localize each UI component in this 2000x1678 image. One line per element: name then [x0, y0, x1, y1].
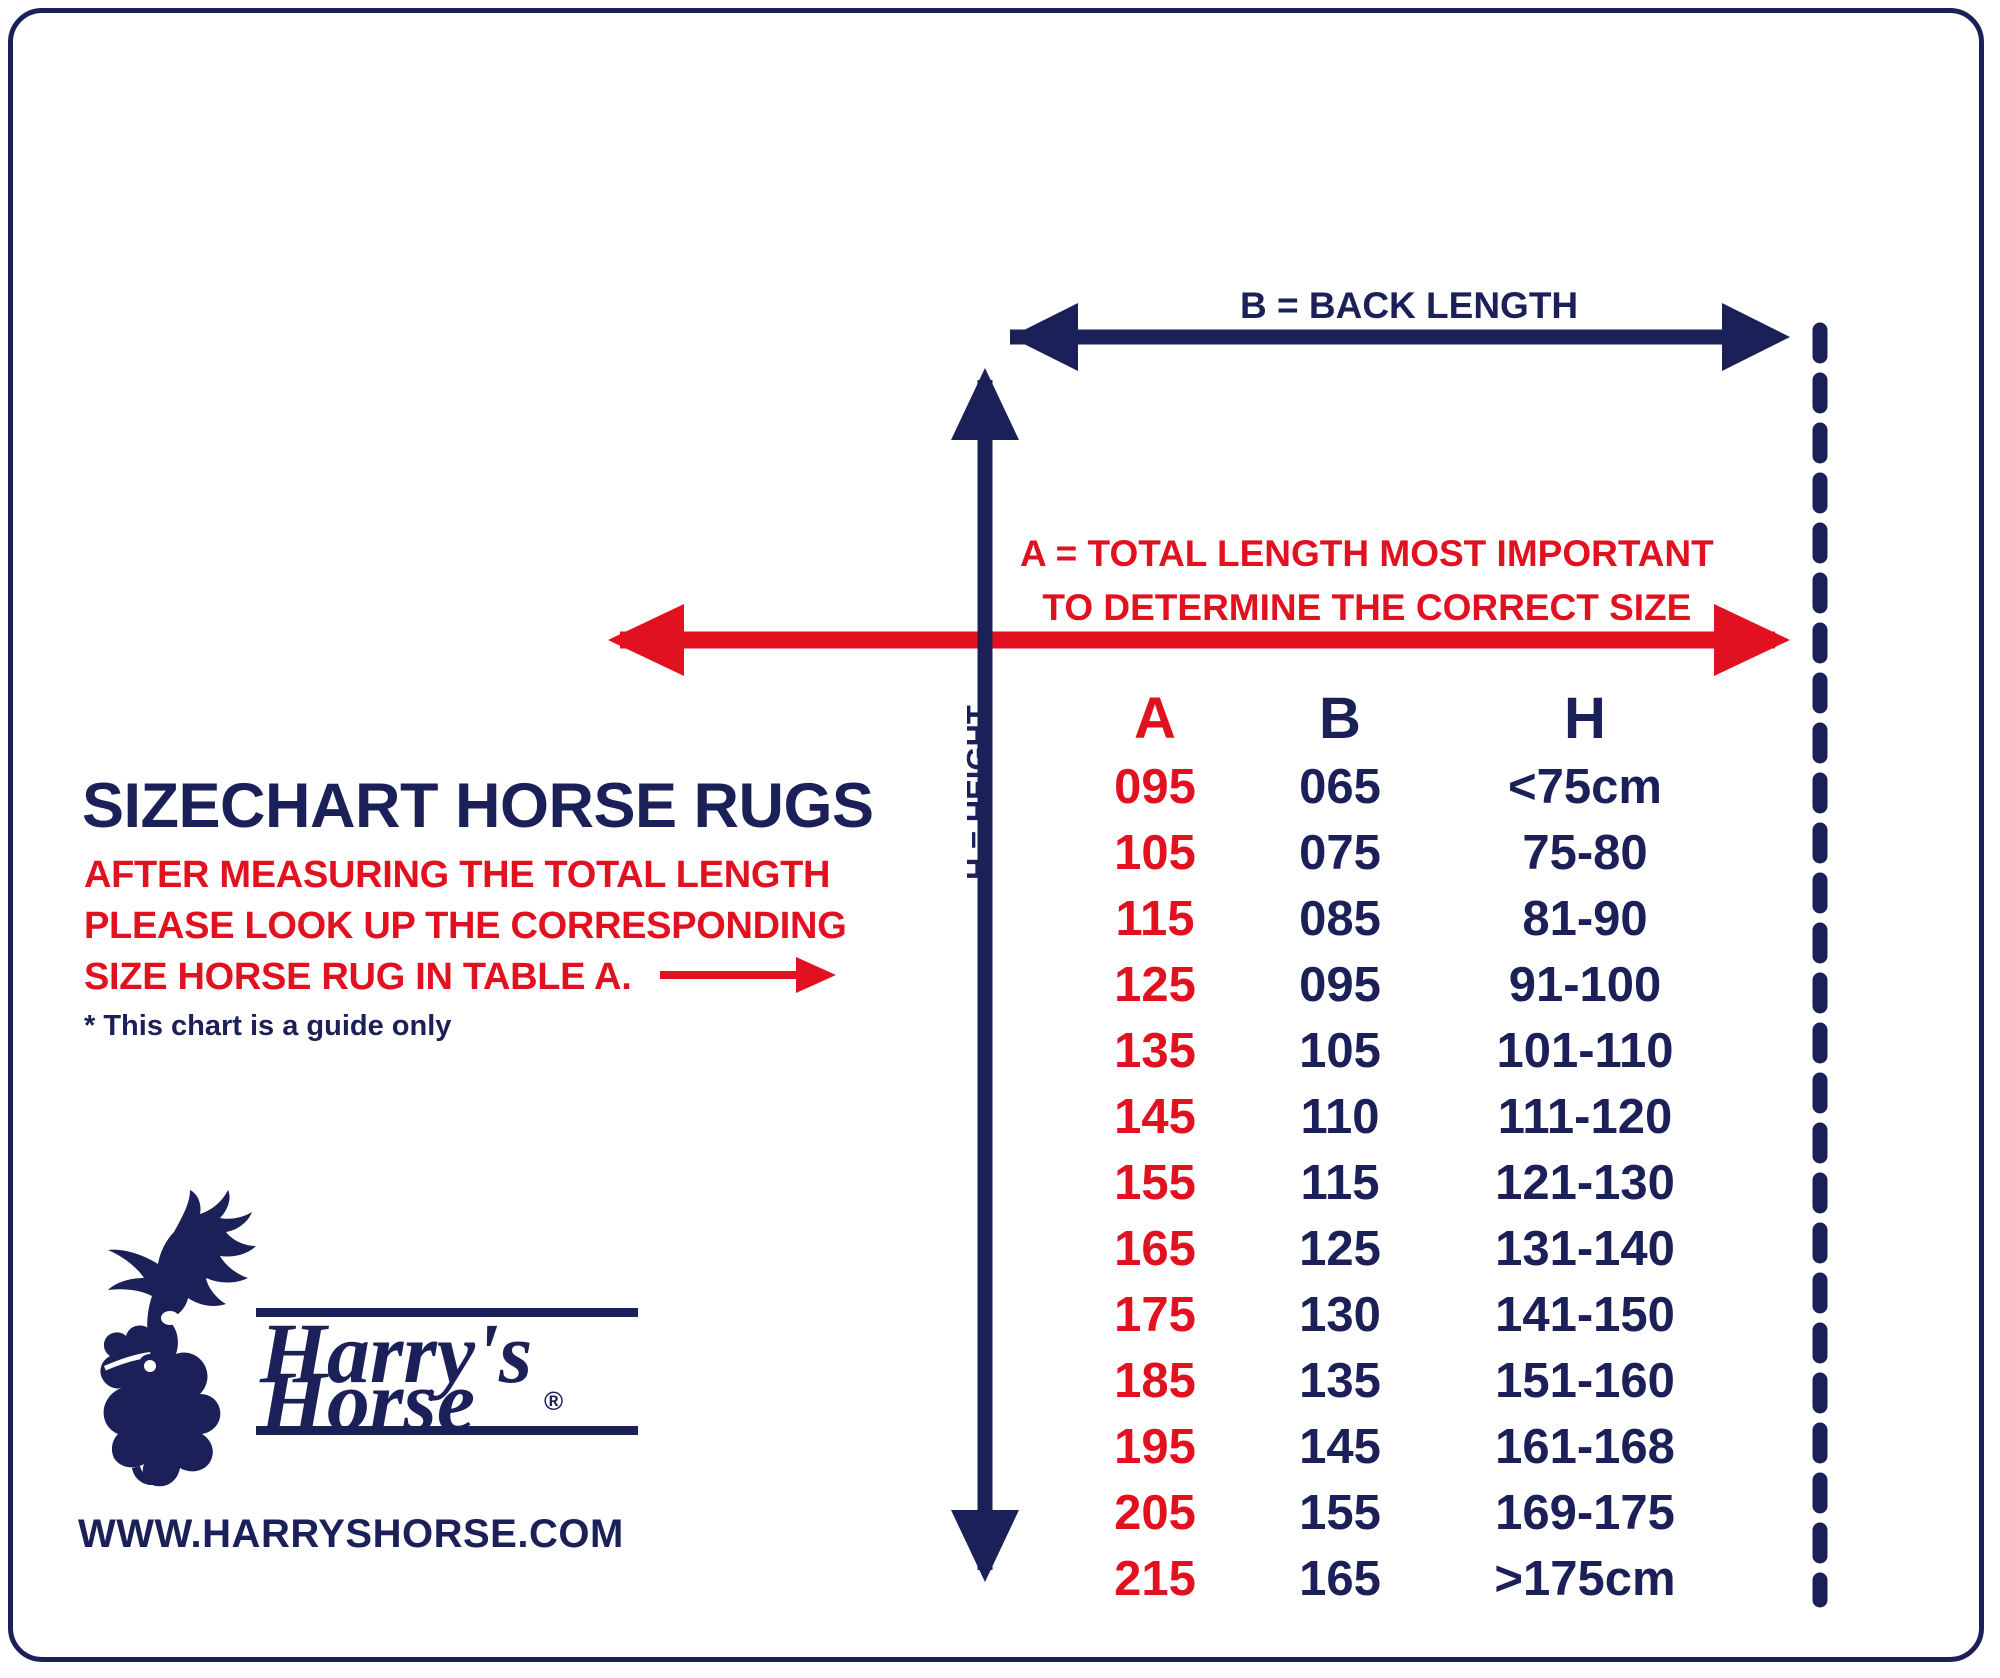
cell-h: 169-175 — [1495, 1486, 1675, 1540]
cell-a: 165 — [1114, 1222, 1196, 1276]
page-title: SIZECHART HORSE RUGS — [82, 771, 874, 841]
harrys-horse-logo: Harry's Horse ® — [100, 1190, 638, 1487]
cell-a: 155 — [1114, 1156, 1196, 1210]
cell-h: 91-100 — [1508, 958, 1662, 1012]
cell-b: 125 — [1299, 1222, 1381, 1276]
table-row: 135 105 101-110 — [1060, 1023, 1740, 1089]
height-label: H = HEIGHT — [960, 705, 995, 880]
table-row: 195 145 161-168 — [1060, 1419, 1740, 1485]
back-length-label: B = BACK LENGTH — [1240, 285, 1579, 326]
cell-b: 145 — [1299, 1420, 1381, 1474]
table-row: 145 110 111-120 — [1060, 1089, 1740, 1155]
column-header-h: H — [1564, 686, 1606, 751]
cell-b: 095 — [1299, 958, 1381, 1012]
cell-h: <75cm — [1508, 760, 1662, 814]
table-row: 105 075 75-80 — [1060, 825, 1740, 891]
instruction-line-1: AFTER MEASURING THE TOTAL LENGTH — [84, 854, 831, 896]
column-header-b: B — [1319, 686, 1361, 751]
cell-b: 155 — [1299, 1486, 1381, 1540]
cell-b: 115 — [1300, 1156, 1380, 1210]
table-row: 185 135 151-160 — [1060, 1353, 1740, 1419]
cell-b: 135 — [1299, 1354, 1381, 1408]
cell-h: 75-80 — [1522, 826, 1648, 880]
cell-b: 075 — [1299, 826, 1381, 880]
cell-h: 131-140 — [1495, 1222, 1675, 1276]
table-row: 095 065 <75cm — [1060, 759, 1740, 825]
website-url: WWW.HARRYSHORSE.COM — [78, 1512, 624, 1556]
cell-b: 105 — [1299, 1024, 1381, 1078]
size-table: A B H 095 065 <75cm 105 075 75-80 115 08… — [1060, 685, 1740, 1617]
table-row: 205 155 169-175 — [1060, 1485, 1740, 1551]
cell-h: 161-168 — [1495, 1420, 1675, 1474]
cell-a: 205 — [1114, 1486, 1196, 1540]
cell-h: 81-90 — [1522, 892, 1648, 946]
cell-a: 115 — [1115, 892, 1195, 946]
cell-a: 135 — [1114, 1024, 1196, 1078]
cell-a: 215 — [1114, 1552, 1196, 1606]
cell-b: 085 — [1299, 892, 1381, 946]
poster-border — [8, 8, 1984, 1662]
cell-a: 145 — [1114, 1090, 1196, 1144]
cell-a: 095 — [1114, 760, 1196, 814]
cell-a: 195 — [1114, 1420, 1196, 1474]
table-row: 125 095 91-100 — [1060, 957, 1740, 1023]
instruction-line-2: PLEASE LOOK UP THE CORRESPONDING — [84, 905, 847, 947]
total-length-label: A = TOTAL LENGTH MOST IMPORTANT TO DETER… — [1020, 527, 1714, 635]
column-header-a: A — [1134, 686, 1176, 751]
table-row: 155 115 121-130 — [1060, 1155, 1740, 1221]
cell-h: 111-120 — [1497, 1090, 1673, 1144]
cell-h: 151-160 — [1495, 1354, 1675, 1408]
guide-only-note: * This chart is a guide only — [84, 1010, 452, 1042]
cell-a: 185 — [1114, 1354, 1196, 1408]
cell-b: 130 — [1299, 1288, 1381, 1342]
instruction-line-3: SIZE HORSE RUG IN TABLE A. — [84, 956, 632, 998]
registered-trademark-icon: ® — [544, 1386, 563, 1416]
instructions: AFTER MEASURING THE TOTAL LENGTH PLEASE … — [84, 850, 847, 1003]
table-row: 165 125 131-140 — [1060, 1221, 1740, 1287]
cell-b: 110 — [1300, 1090, 1380, 1144]
total-length-label-line1: A = TOTAL LENGTH MOST IMPORTANT — [1020, 533, 1714, 574]
cell-h: 121-130 — [1495, 1156, 1675, 1210]
table-header-row: A B H — [1060, 685, 1740, 759]
logo-text-horse: Horse — [259, 1353, 475, 1449]
cell-h: 141-150 — [1495, 1288, 1675, 1342]
cell-b: 065 — [1299, 760, 1381, 814]
cell-h: >175cm — [1494, 1552, 1676, 1606]
total-length-label-line2: TO DETERMINE THE CORRECT SIZE — [1042, 587, 1692, 628]
table-row: 115 085 81-90 — [1060, 891, 1740, 957]
table-row: 175 130 141-150 — [1060, 1287, 1740, 1353]
cell-a: 175 — [1114, 1288, 1196, 1342]
table-row: 215 165 >175cm — [1060, 1551, 1740, 1617]
cell-a: 105 — [1114, 826, 1196, 880]
cell-b: 165 — [1299, 1552, 1381, 1606]
logo-text-harrys: Harry's — [259, 1305, 532, 1401]
cell-a: 125 — [1114, 958, 1196, 1012]
cell-h: 101-110 — [1496, 1024, 1674, 1078]
